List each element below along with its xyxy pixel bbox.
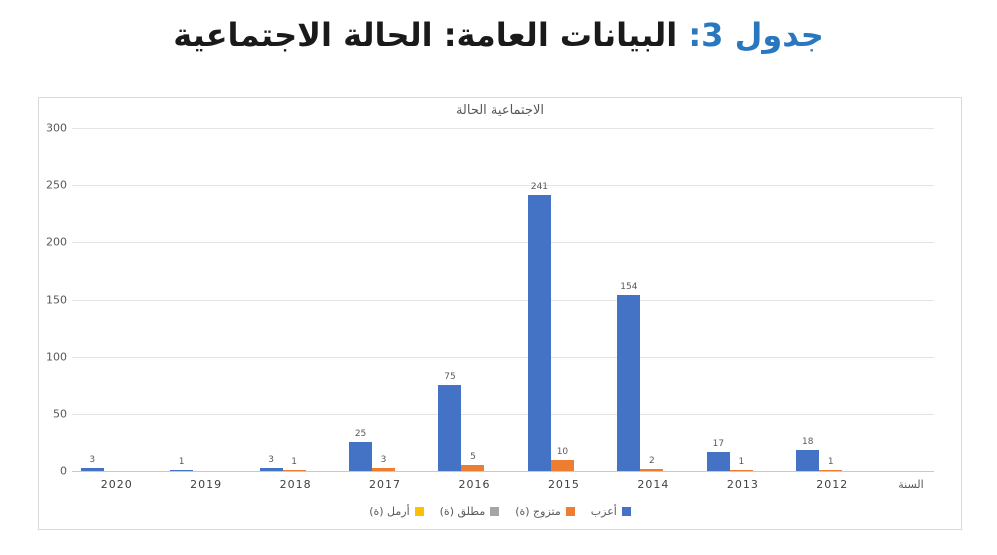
x-tick-label-2016: 2016 bbox=[458, 478, 491, 491]
data-label: 10 bbox=[556, 446, 569, 457]
x-tick-label-2013: 2013 bbox=[726, 478, 759, 491]
bar-series2-2015 bbox=[550, 459, 574, 471]
bar-series1-2016 bbox=[438, 385, 462, 471]
y-tick-label: 100 bbox=[46, 350, 67, 364]
social-status-chart: الاجتماعية الحالة 0 50 100 150 200 250 300 3 20… bbox=[38, 97, 962, 530]
gridline bbox=[72, 356, 934, 358]
data-label: 25 bbox=[354, 429, 367, 440]
y-tick-label: 300 bbox=[46, 121, 67, 135]
bar-series2-2016 bbox=[461, 465, 485, 471]
data-label: 154 bbox=[620, 281, 638, 292]
gridline bbox=[72, 185, 934, 187]
bar-group-2014: 154 2 2014 bbox=[609, 128, 698, 491]
data-label: 3 bbox=[89, 454, 96, 465]
page-title: جدول 3: البيانات العامة: الحالة الاجتماع… bbox=[0, 10, 997, 61]
gridline bbox=[72, 242, 934, 244]
bar-series1-2020 bbox=[80, 467, 104, 471]
bar-series2-2013 bbox=[729, 469, 753, 471]
bar-series2-2014 bbox=[640, 468, 664, 471]
bar-series1-2013 bbox=[706, 451, 730, 471]
legend-item: أعزب bbox=[591, 505, 631, 518]
y-tick-label: 0 bbox=[60, 464, 67, 478]
data-label: 1 bbox=[291, 456, 297, 467]
x-axis-line bbox=[72, 471, 934, 472]
bar-group-2013: 17 1 2013 bbox=[698, 128, 787, 491]
bar-group-2017: 25 3 2017 bbox=[340, 128, 429, 491]
legend-label: متزوج (ة) bbox=[515, 505, 561, 518]
legend-item: مطلق (ة) bbox=[440, 505, 500, 518]
bar-group-2015: 241 10 2015 bbox=[519, 128, 608, 491]
legend-item: أرمل (ة) bbox=[369, 505, 424, 518]
x-tick-label-2020: 2020 bbox=[100, 478, 133, 491]
x-tick-label-2015: 2015 bbox=[547, 478, 580, 491]
bar-group-2019: 1 2019 bbox=[161, 128, 250, 491]
x-tick-label-2012: 2012 bbox=[816, 478, 849, 491]
plot-area: 3 2020 1 2019 3 1 2018 25 3 2017 75 5 2016 241 10 2015 1… bbox=[72, 128, 877, 491]
legend-label: مطلق (ة) bbox=[439, 505, 486, 518]
chart-title: الاجتماعية الحالة bbox=[455, 103, 545, 118]
legend-swatch-icon bbox=[490, 507, 500, 516]
data-label: 1 bbox=[738, 456, 745, 467]
x-axis-title: السنة bbox=[898, 478, 924, 491]
legend-label: أرمل (ة) bbox=[369, 505, 410, 518]
data-label: 3 bbox=[380, 454, 387, 465]
data-label: 75 bbox=[444, 372, 456, 383]
bar-group-2020: 3 2020 bbox=[72, 128, 161, 491]
data-label: 241 bbox=[530, 182, 549, 193]
gridline bbox=[72, 128, 934, 129]
y-tick-label: 200 bbox=[46, 235, 67, 249]
data-label: 3 bbox=[268, 454, 274, 465]
bar-series1-2015 bbox=[527, 195, 551, 471]
legend-label: أعزب bbox=[590, 505, 617, 518]
legend-swatch-icon bbox=[565, 507, 575, 516]
bar-series1-2014 bbox=[617, 294, 641, 471]
gridline bbox=[72, 299, 934, 301]
bar-group-2018: 3 1 2018 bbox=[251, 128, 340, 491]
data-label: 1 bbox=[178, 456, 185, 467]
data-label: 18 bbox=[802, 437, 814, 448]
bar-series2-2018 bbox=[282, 469, 306, 471]
data-label: 17 bbox=[712, 438, 725, 449]
bar-series2-2017 bbox=[372, 467, 396, 471]
bar-group-2012: 18 1 2012 bbox=[788, 128, 877, 491]
x-tick-label-2017: 2017 bbox=[369, 478, 402, 491]
legend: أعزب متزوج (ة) مطلق (ة) أرمل (ة) bbox=[39, 505, 961, 518]
data-label: 1 bbox=[827, 456, 834, 467]
legend-item: متزوج (ة) bbox=[515, 505, 575, 518]
page-title-number: جدول 3: bbox=[688, 16, 824, 54]
y-tick-label: 150 bbox=[46, 293, 67, 306]
y-tick-label: 50 bbox=[53, 407, 67, 421]
data-label: 2 bbox=[649, 455, 655, 466]
legend-swatch-icon bbox=[414, 507, 424, 516]
bar-series1-2017 bbox=[349, 442, 373, 471]
legend-swatch-icon bbox=[621, 507, 631, 516]
x-tick-label-2019: 2019 bbox=[190, 478, 223, 491]
y-tick-label: 250 bbox=[46, 178, 67, 192]
page-title-text: البيانات العامة: الحالة الاجتماعية bbox=[173, 16, 689, 54]
bar-series1-2012 bbox=[796, 450, 820, 471]
bar-group-2016: 75 5 2016 bbox=[430, 128, 519, 491]
bar-series2-2012 bbox=[819, 469, 843, 471]
data-label: 5 bbox=[470, 452, 476, 463]
x-tick-label-2018: 2018 bbox=[279, 478, 312, 491]
x-tick-label-2014: 2014 bbox=[637, 478, 670, 491]
bar-series1-2018 bbox=[259, 467, 283, 471]
gridline bbox=[72, 413, 934, 415]
bar-series1-2019 bbox=[170, 469, 194, 471]
